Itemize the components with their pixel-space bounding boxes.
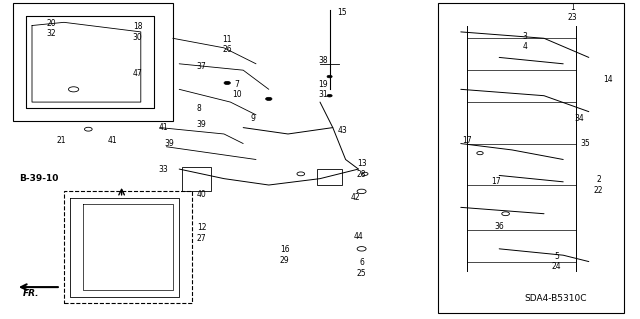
Text: 11
26: 11 26 [222,35,232,54]
Text: 35: 35 [580,139,591,148]
Text: 41: 41 [158,123,168,132]
Text: 16
29: 16 29 [280,246,290,265]
Text: 9: 9 [250,114,255,122]
Text: 40: 40 [196,190,207,199]
Text: 43: 43 [337,126,348,135]
Text: 47: 47 [132,69,143,78]
Text: 44: 44 [353,232,364,241]
Bar [317,169,342,185]
Text: 39: 39 [164,139,175,148]
Text: 34: 34 [574,114,584,122]
Text: SDA4-B5310C: SDA4-B5310C [525,294,588,303]
Text: 7
10: 7 10 [232,80,242,99]
Text: B-39-10: B-39-10 [19,174,59,183]
Text: 38: 38 [318,56,328,65]
Text: 5
24: 5 24 [552,252,562,271]
Text: 3
4: 3 4 [522,32,527,51]
Text: 21: 21 [56,136,65,145]
Text: 6
25: 6 25 [356,258,367,278]
Text: 13
28: 13 28 [356,160,367,179]
Text: 19
31: 19 31 [318,80,328,99]
Circle shape [327,75,332,78]
Bar [64,191,192,303]
Text: 1
23: 1 23 [568,3,578,22]
Text: 36: 36 [494,222,504,231]
Bar [182,167,211,191]
Text: 12
27: 12 27 [196,223,207,242]
Text: 37: 37 [196,63,207,71]
Circle shape [224,81,230,85]
Text: 15: 15 [337,8,348,17]
Bar [13,3,173,121]
Text: 20
32: 20 32 [46,19,56,38]
Text: 18
30: 18 30 [132,22,143,41]
Text: FR.: FR. [22,289,39,298]
Text: 39: 39 [196,120,207,129]
Circle shape [327,94,332,97]
Bar [438,3,624,313]
Text: 2
22: 2 22 [594,175,603,195]
Text: 8: 8 [196,104,201,113]
Text: 33: 33 [158,165,168,174]
Text: 14: 14 [603,75,613,84]
Text: 41: 41 [107,136,117,145]
Circle shape [266,97,272,100]
Text: 17: 17 [462,136,472,145]
Text: 17: 17 [491,177,501,186]
Text: 42: 42 [350,193,360,202]
